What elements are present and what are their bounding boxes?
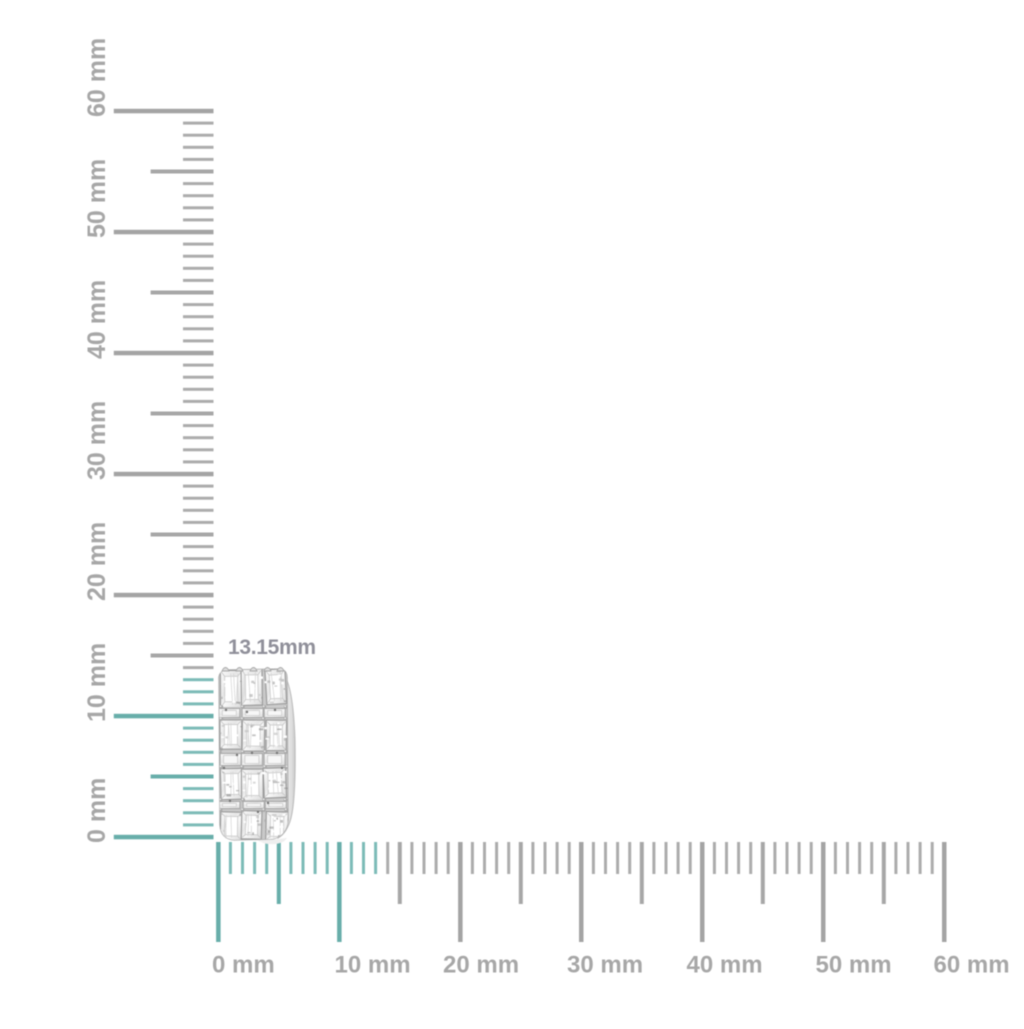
svg-text:50 mm: 50 mm: [816, 952, 892, 979]
svg-text:13.15mm: 13.15mm: [228, 636, 316, 659]
svg-text:40 mm: 40 mm: [687, 952, 763, 979]
svg-text:50 mm: 50 mm: [83, 159, 111, 238]
svg-text:30 mm: 30 mm: [83, 401, 111, 480]
svg-text:0 mm: 0 mm: [212, 952, 275, 979]
svg-text:30 mm: 30 mm: [567, 952, 643, 979]
svg-text:0 mm: 0 mm: [83, 778, 111, 843]
svg-text:10 mm: 10 mm: [335, 952, 411, 979]
svg-text:60 mm: 60 mm: [83, 38, 111, 117]
svg-text:40 mm: 40 mm: [83, 280, 111, 359]
svg-text:20 mm: 20 mm: [443, 952, 519, 979]
svg-text:20 mm: 20 mm: [83, 522, 111, 601]
svg-text:10 mm: 10 mm: [83, 643, 111, 722]
svg-text:60 mm: 60 mm: [934, 952, 1010, 979]
